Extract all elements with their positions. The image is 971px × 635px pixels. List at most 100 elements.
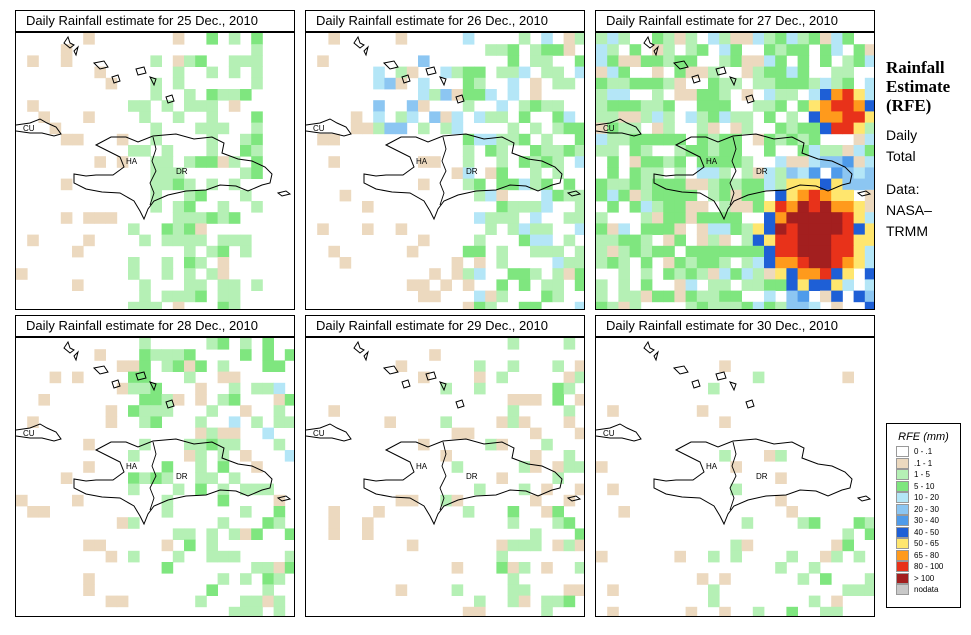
rainfall-cell xyxy=(775,33,787,45)
rainfall-cell xyxy=(864,279,874,291)
map-label-cuba: CU xyxy=(313,124,325,133)
rainfall-cell xyxy=(217,156,230,168)
rainfall-cell xyxy=(764,245,776,258)
rainfall-cell xyxy=(708,382,720,395)
rainfall-cell xyxy=(797,189,810,202)
rainfall-cell xyxy=(563,371,576,384)
rainfall-cell xyxy=(808,178,821,191)
rainfall-cell xyxy=(607,122,619,135)
panel-title-29: Daily Rainfall estimate for 29 Dec., 201… xyxy=(305,315,585,337)
rainfall-cell xyxy=(820,212,832,224)
map-label-haiti: HA xyxy=(416,462,428,471)
legend-swatch xyxy=(896,515,909,527)
rainfall-cell xyxy=(719,89,731,101)
rainfall-cell xyxy=(284,416,294,428)
rainfall-cell xyxy=(195,450,207,462)
rainfall-cell xyxy=(831,595,843,608)
rainfall-cell xyxy=(240,133,252,146)
rainfall-cell xyxy=(674,77,686,90)
island-coastline xyxy=(643,340,655,354)
rainfall-cell xyxy=(563,338,576,350)
rainfall-cell xyxy=(418,290,430,303)
rainfall-cell xyxy=(629,156,642,168)
rainfall-cell xyxy=(663,290,675,303)
rainfall-cell xyxy=(251,145,263,157)
rainfall-cell xyxy=(128,268,140,280)
rainfall-cell xyxy=(764,257,776,269)
rainfall-cell xyxy=(161,506,174,518)
rainfall-cell xyxy=(831,77,843,90)
rainfall-cell xyxy=(284,550,294,563)
rainfall-cell xyxy=(696,100,709,112)
island-coastline xyxy=(401,379,411,389)
rainfall-cell xyxy=(730,268,742,280)
rainfall-cell xyxy=(775,44,787,56)
rainfall-cell xyxy=(440,122,452,135)
rainfall-cell xyxy=(842,178,854,191)
rainfall-cell xyxy=(507,89,520,101)
rainfall-cell xyxy=(552,461,564,473)
rainfall-cell xyxy=(83,573,95,585)
rainfall-cell xyxy=(696,301,709,309)
rainfall-cell xyxy=(195,360,207,372)
rainfall-cell xyxy=(530,461,542,473)
rainfall-cell xyxy=(752,178,765,191)
rainfall-cell xyxy=(217,550,230,563)
rainfall-cell xyxy=(764,100,776,112)
rainfall-cell xyxy=(786,301,798,309)
rainfall-cell xyxy=(864,234,874,247)
rainfall-cell xyxy=(730,539,742,552)
rainfall-cell xyxy=(730,133,742,146)
island-coastline xyxy=(149,76,157,87)
rainfall-cell xyxy=(228,178,241,191)
rainfall-cell xyxy=(607,66,619,79)
rainfall-cell xyxy=(696,111,709,123)
rainfall-cell xyxy=(518,33,531,45)
rainfall-cell xyxy=(696,156,709,168)
rainfall-cell xyxy=(94,66,106,79)
rainfall-cell xyxy=(708,167,720,179)
rainfall-cell xyxy=(206,405,218,417)
rainfall-map-29: CU HA DR xyxy=(305,337,585,617)
rainfall-cell xyxy=(629,167,642,179)
rainfall-cell xyxy=(150,133,162,146)
rainfall-cell xyxy=(418,371,430,384)
rainfall-cell xyxy=(719,33,731,45)
rainfall-cell xyxy=(552,290,564,303)
rainfall-cell xyxy=(775,122,787,135)
rainfall-cell xyxy=(116,133,129,146)
rainfall-cell xyxy=(240,573,252,585)
rainfall-cell xyxy=(607,156,619,168)
rainfall-cell xyxy=(607,178,619,191)
island-coastline xyxy=(73,45,79,57)
rainfall-cell xyxy=(451,257,464,269)
rainfall-cell xyxy=(27,55,39,67)
rainfall-cell xyxy=(652,133,664,146)
rainfall-cell xyxy=(541,133,553,146)
rainfall-cell xyxy=(663,111,675,123)
rainfall-cell xyxy=(373,111,385,123)
rainfall-cell xyxy=(228,382,241,395)
island-coastline xyxy=(425,371,437,381)
rainfall-cell xyxy=(596,133,608,146)
haiti-dr-border xyxy=(729,136,737,206)
rainfall-cell xyxy=(764,201,776,213)
rainfall-cell xyxy=(139,416,151,428)
rainfall-cell xyxy=(696,245,709,258)
rainfall-cell xyxy=(217,517,230,529)
rainfall-cell xyxy=(741,66,754,79)
rainfall-cell xyxy=(708,245,720,258)
rainfall-cell xyxy=(217,338,230,350)
island-coastline xyxy=(691,379,701,389)
rainfall-cell xyxy=(574,189,584,202)
rainfall-cell xyxy=(820,156,832,168)
rainfall-cell xyxy=(719,100,731,112)
rainfall-cell xyxy=(552,257,564,269)
rainfall-cell xyxy=(831,145,843,157)
rainfall-cell xyxy=(195,427,207,440)
rainfall-cell xyxy=(618,111,630,123)
rainfall-cell xyxy=(228,290,241,303)
rainfall-cell xyxy=(685,66,698,79)
rainfall-cell xyxy=(797,77,810,90)
rainfall-cell xyxy=(674,133,686,146)
